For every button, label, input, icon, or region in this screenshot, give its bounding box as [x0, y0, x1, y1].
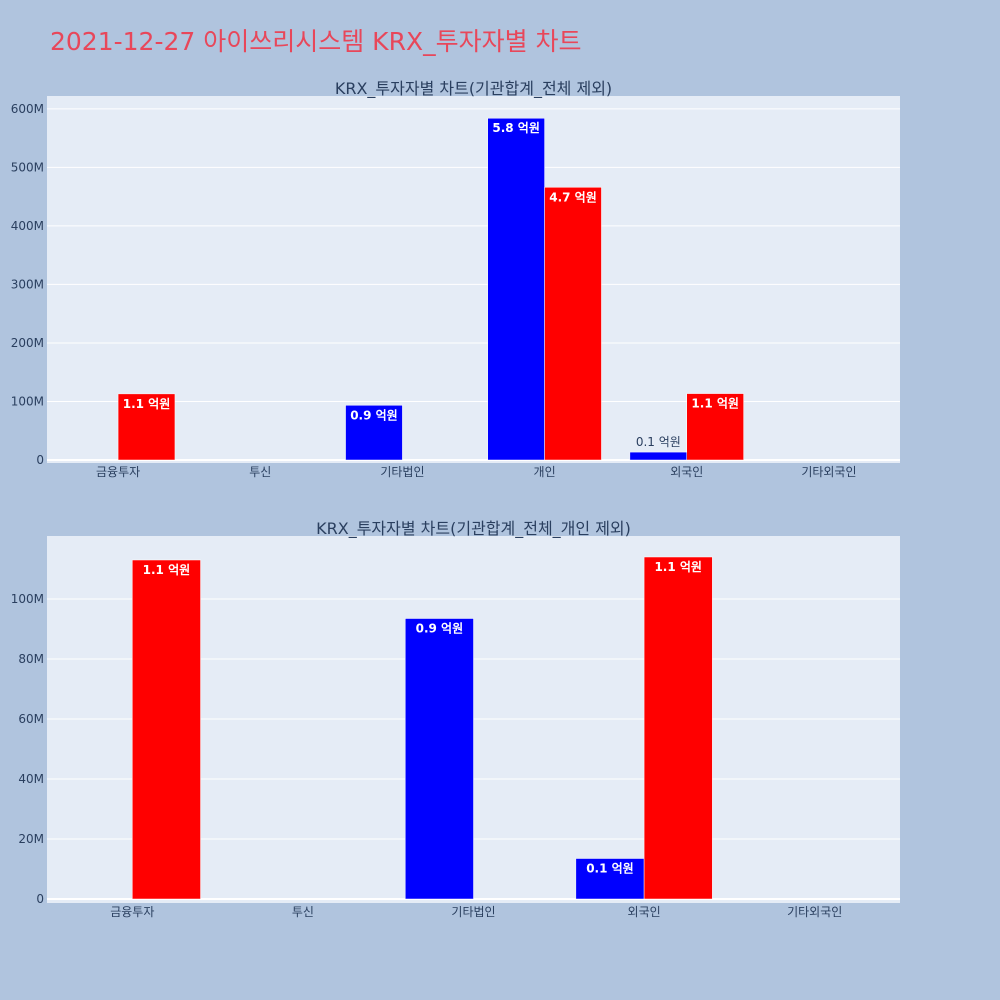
x-tick-label: 외국인 — [670, 465, 703, 479]
y-tick-label: 0 — [36, 453, 44, 467]
bar — [487, 117, 545, 461]
bar — [117, 393, 176, 461]
y-tick-label: 400M — [11, 219, 44, 233]
x-tick-label: 투신 — [292, 905, 314, 919]
bar — [575, 858, 645, 900]
x-tick-label: 금융투자 — [110, 905, 154, 919]
bar — [643, 556, 713, 900]
data-label: 1.1 억원 — [654, 560, 702, 574]
y-tick-label: 100M — [11, 592, 44, 606]
y-tick-label: 500M — [11, 160, 44, 174]
y-tick-label: 200M — [11, 336, 44, 350]
x-tick-label: 기타외국인 — [801, 465, 856, 479]
chart-bottom: 0 20M 40M 60M 80M 100M KRX_투자자별 차트(기관합계_전체_개인 … — [11, 519, 900, 919]
data-label: 0.1 억원 — [636, 435, 681, 449]
bar — [629, 451, 688, 461]
data-label: 0.1 억원 — [586, 862, 634, 876]
y-tick-label: 300M — [11, 277, 44, 291]
bar — [686, 393, 744, 461]
chart-title: KRX_투자자별 차트(기관합계_전체 제외) — [335, 79, 612, 99]
x-tick-label: 기타외국인 — [787, 905, 842, 919]
y-tick-label: 100M — [11, 394, 44, 408]
data-label: 1.1 억원 — [691, 397, 739, 411]
chart-top: 0 100M 200M 300M 400M 500M 600M KRX_투자자별 차트(기관합… — [11, 79, 900, 479]
page-title: 2021-12-27 아이쓰리시스템 KRX_투자자별 차트 — [50, 27, 582, 56]
x-tick-label: 기타법인 — [451, 905, 495, 919]
y-tick-label: 0 — [36, 892, 44, 906]
data-label: 0.9 억원 — [416, 622, 464, 636]
x-tick-label: 개인 — [534, 465, 556, 479]
bar — [544, 187, 602, 461]
y-tick-label: 60M — [18, 712, 44, 726]
y-tick-label: 600M — [11, 102, 44, 116]
y-tick-label: 40M — [18, 772, 44, 786]
data-label: 0.9 억원 — [350, 408, 398, 422]
bar — [405, 618, 474, 900]
x-tick-label: 기타법인 — [380, 465, 424, 479]
y-tick-label: 20M — [18, 832, 44, 846]
bar — [345, 405, 403, 461]
x-tick-label: 외국인 — [628, 905, 661, 919]
bar — [132, 559, 201, 900]
data-label: 1.1 억원 — [123, 397, 171, 411]
data-label: 4.7 억원 — [549, 190, 597, 204]
chart-title: KRX_투자자별 차트(기관합계_전체_개인 제외) — [316, 519, 631, 539]
y-tick-label: 80M — [18, 652, 44, 666]
x-tick-label: 금융투자 — [96, 465, 140, 479]
x-tick-label: 투신 — [249, 465, 271, 479]
data-label: 1.1 억원 — [143, 563, 191, 577]
data-label: 5.8 억원 — [492, 121, 540, 135]
